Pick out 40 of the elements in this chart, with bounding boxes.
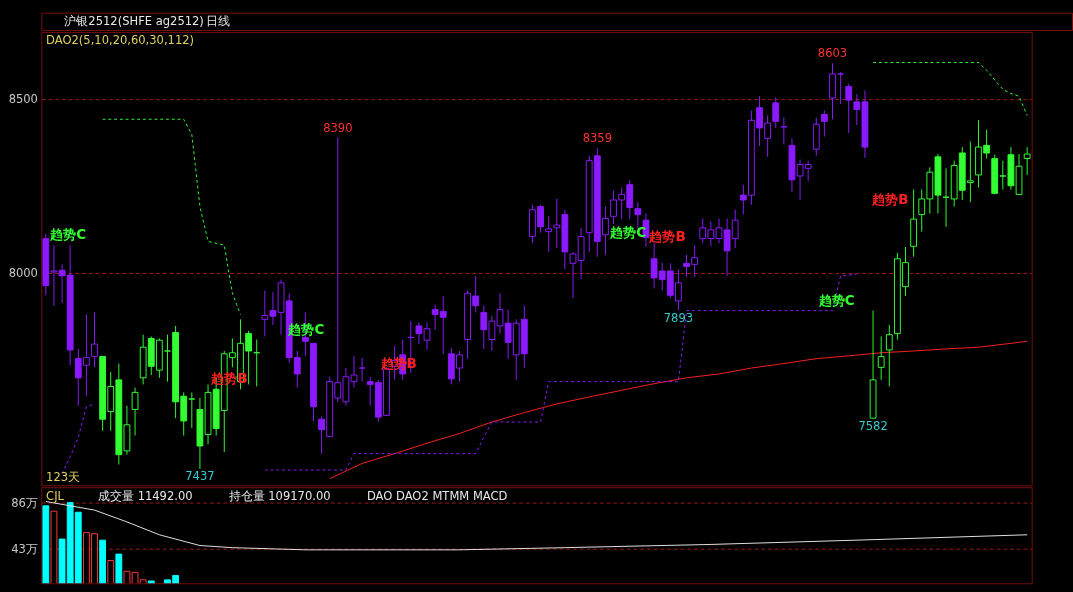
annotation: 7893 (663, 310, 694, 325)
annotation: 8359 (582, 131, 612, 146)
candlestick (91, 311, 98, 368)
y-tick-label: 43万 (11, 542, 38, 557)
candlestick (772, 96, 780, 129)
candlestick (131, 387, 139, 437)
y-tick-label: 8500 (8, 92, 38, 107)
candlestick (877, 335, 885, 381)
y-tick-label: 8000 (8, 266, 38, 281)
annotation: 趋势C (817, 292, 855, 308)
chart-title: CJL (46, 488, 65, 503)
annotation: 8603 (817, 46, 848, 61)
candlestick (164, 334, 171, 383)
annotation: 趋势C (49, 227, 87, 243)
line-series (264, 273, 858, 471)
annotation: 成交量 11492.00 (97, 488, 193, 503)
annotation: DAO2(5,10,20,60,30,112) (46, 33, 195, 48)
candlestick (358, 357, 366, 383)
candlestick (845, 83, 853, 134)
candlestick (837, 71, 845, 105)
annotation: 8390 (323, 120, 353, 135)
line-series (872, 62, 1028, 116)
y-tick-label: 86万 (11, 495, 38, 510)
annotation: 趋势B (871, 191, 909, 207)
annotation: 持仓量 109170.00 (228, 488, 331, 503)
candlestick (821, 110, 828, 138)
chart-title: 沪银2512(SHFE ag2512) (64, 14, 204, 29)
line-series (329, 340, 1028, 480)
annotation: 7437 (185, 469, 215, 484)
candlestick (885, 324, 893, 387)
line-series (45, 501, 1028, 551)
annotation: 7582 (858, 419, 888, 434)
candlestick (780, 117, 788, 145)
annotation: DAO DAO2 MTMM MACD (366, 488, 508, 503)
candlestick (545, 215, 553, 253)
annotation: 趋势B (648, 229, 686, 245)
chart-subtitle: 日线 (205, 14, 230, 29)
candlestick (188, 391, 196, 429)
annotation: 123天 (46, 470, 81, 485)
candlestick (1023, 146, 1031, 176)
